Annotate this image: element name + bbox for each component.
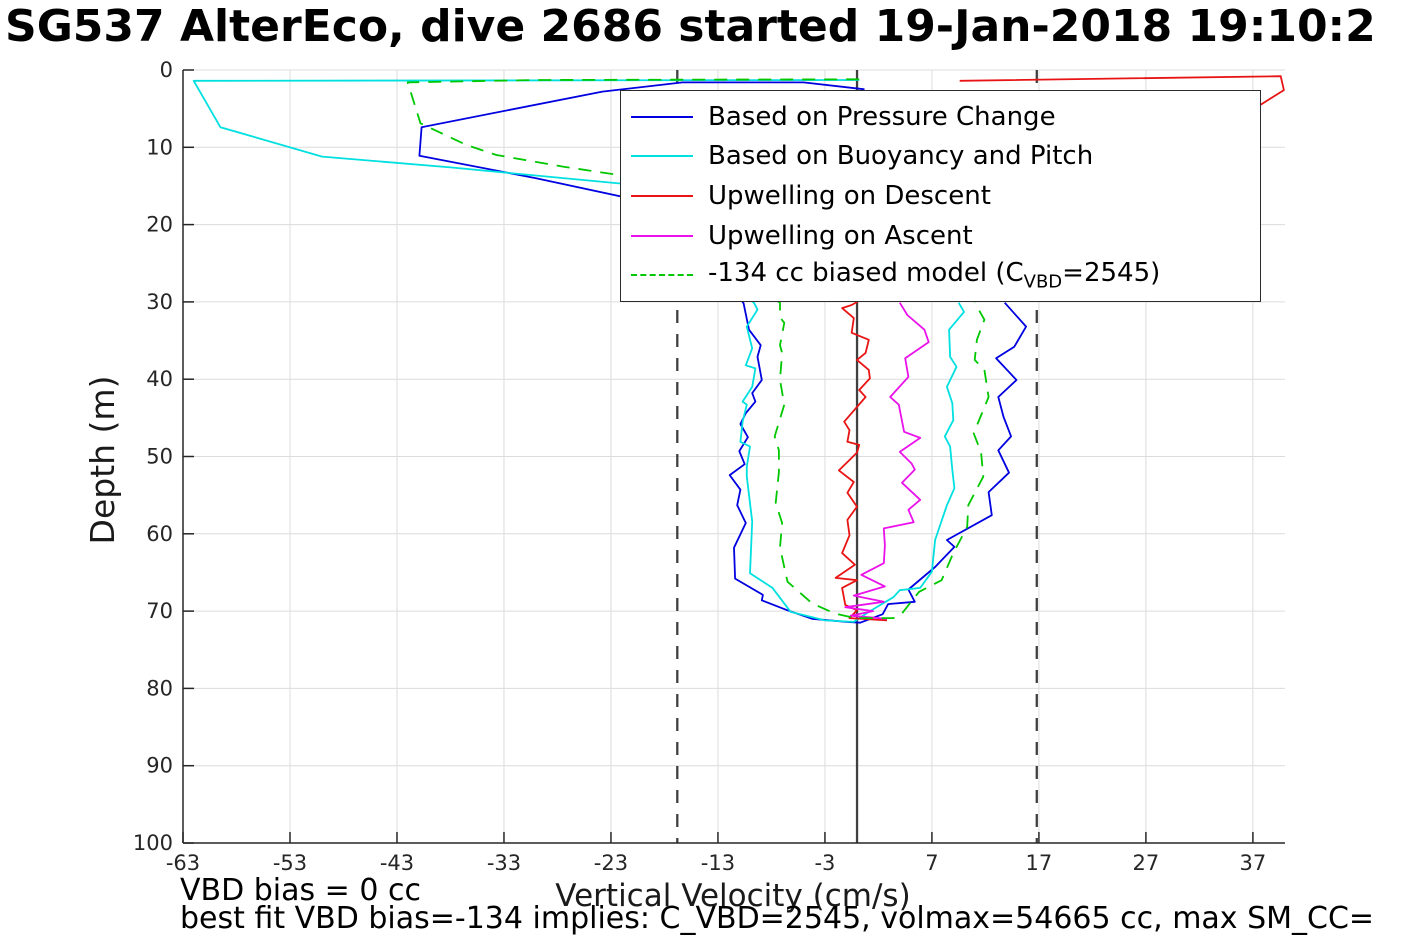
legend-label: Upwelling on Ascent bbox=[708, 220, 973, 251]
x-tick-label: -33 bbox=[487, 851, 521, 875]
x-tick-label: -43 bbox=[380, 851, 414, 875]
y-tick-label: 70 bbox=[146, 599, 173, 623]
legend-entry-pressure: Based on Pressure Change bbox=[631, 97, 1260, 136]
legend-line-swatch bbox=[631, 194, 693, 197]
y-tick-label: 20 bbox=[146, 213, 173, 237]
x-tick-label: -63 bbox=[166, 851, 200, 875]
legend-line-swatch bbox=[631, 115, 693, 118]
y-tick-label: 100 bbox=[133, 831, 173, 855]
legend-label: Based on Buoyancy and Pitch bbox=[708, 141, 1094, 172]
legend-line-swatch bbox=[631, 155, 693, 158]
y-tick-label: 0 bbox=[160, 58, 173, 82]
y-tick-label: 50 bbox=[146, 445, 173, 469]
legend-entry-biased_model: -134 cc biased model (CVBD=2545) bbox=[631, 256, 1260, 295]
legend-line-swatch bbox=[631, 234, 693, 237]
y-tick-label: 40 bbox=[146, 367, 173, 391]
y-tick-label: 60 bbox=[146, 522, 173, 546]
x-tick-label: 17 bbox=[1026, 851, 1053, 875]
y-tick-label: 10 bbox=[146, 135, 173, 159]
y-tick-label: 80 bbox=[146, 676, 173, 700]
x-tick-label: 27 bbox=[1133, 851, 1160, 875]
x-axis-label: Vertical Velocity (cm/s) bbox=[555, 878, 911, 914]
figure-title: SG537 AlterEco, dive 2686 started 19-Jan… bbox=[5, 1, 1376, 52]
series-line-buoyancy_pitch bbox=[192, 79, 965, 623]
vbd-bias-annotation: VBD bias = 0 cc bbox=[180, 873, 421, 908]
best-fit-annotation: best fit VBD bias=-134 implies: C_VBD=25… bbox=[180, 901, 1375, 936]
legend: Based on Pressure Change Based on Buoyanc… bbox=[620, 90, 1261, 302]
legend-entry-buoyancy_pitch: Based on Buoyancy and Pitch bbox=[631, 137, 1260, 176]
x-tick-label: 37 bbox=[1240, 851, 1267, 875]
series-line-upwelling_descent bbox=[834, 75, 1285, 622]
series-line-upwelling_ascent bbox=[844, 302, 930, 620]
legend-label: -134 cc biased model (CVBD=2545) bbox=[708, 258, 1161, 293]
y-tick-label: 90 bbox=[146, 754, 173, 778]
legend-entry-upwelling_descent: Upwelling on Descent bbox=[631, 176, 1260, 215]
legend-entry-upwelling_ascent: Upwelling on Ascent bbox=[631, 216, 1260, 255]
x-tick-label: -3 bbox=[814, 851, 835, 875]
x-tick-label: -23 bbox=[594, 851, 628, 875]
legend-label: Upwelling on Descent bbox=[708, 180, 991, 211]
x-tick-label: -53 bbox=[273, 851, 307, 875]
y-tick-label: 30 bbox=[146, 290, 173, 314]
y-axis-label: Depth (m) bbox=[83, 375, 122, 545]
legend-line-swatch bbox=[631, 274, 693, 277]
legend-label: Based on Pressure Change bbox=[708, 101, 1056, 132]
x-tick-label: -13 bbox=[701, 851, 735, 875]
x-tick-label: 7 bbox=[925, 851, 938, 875]
